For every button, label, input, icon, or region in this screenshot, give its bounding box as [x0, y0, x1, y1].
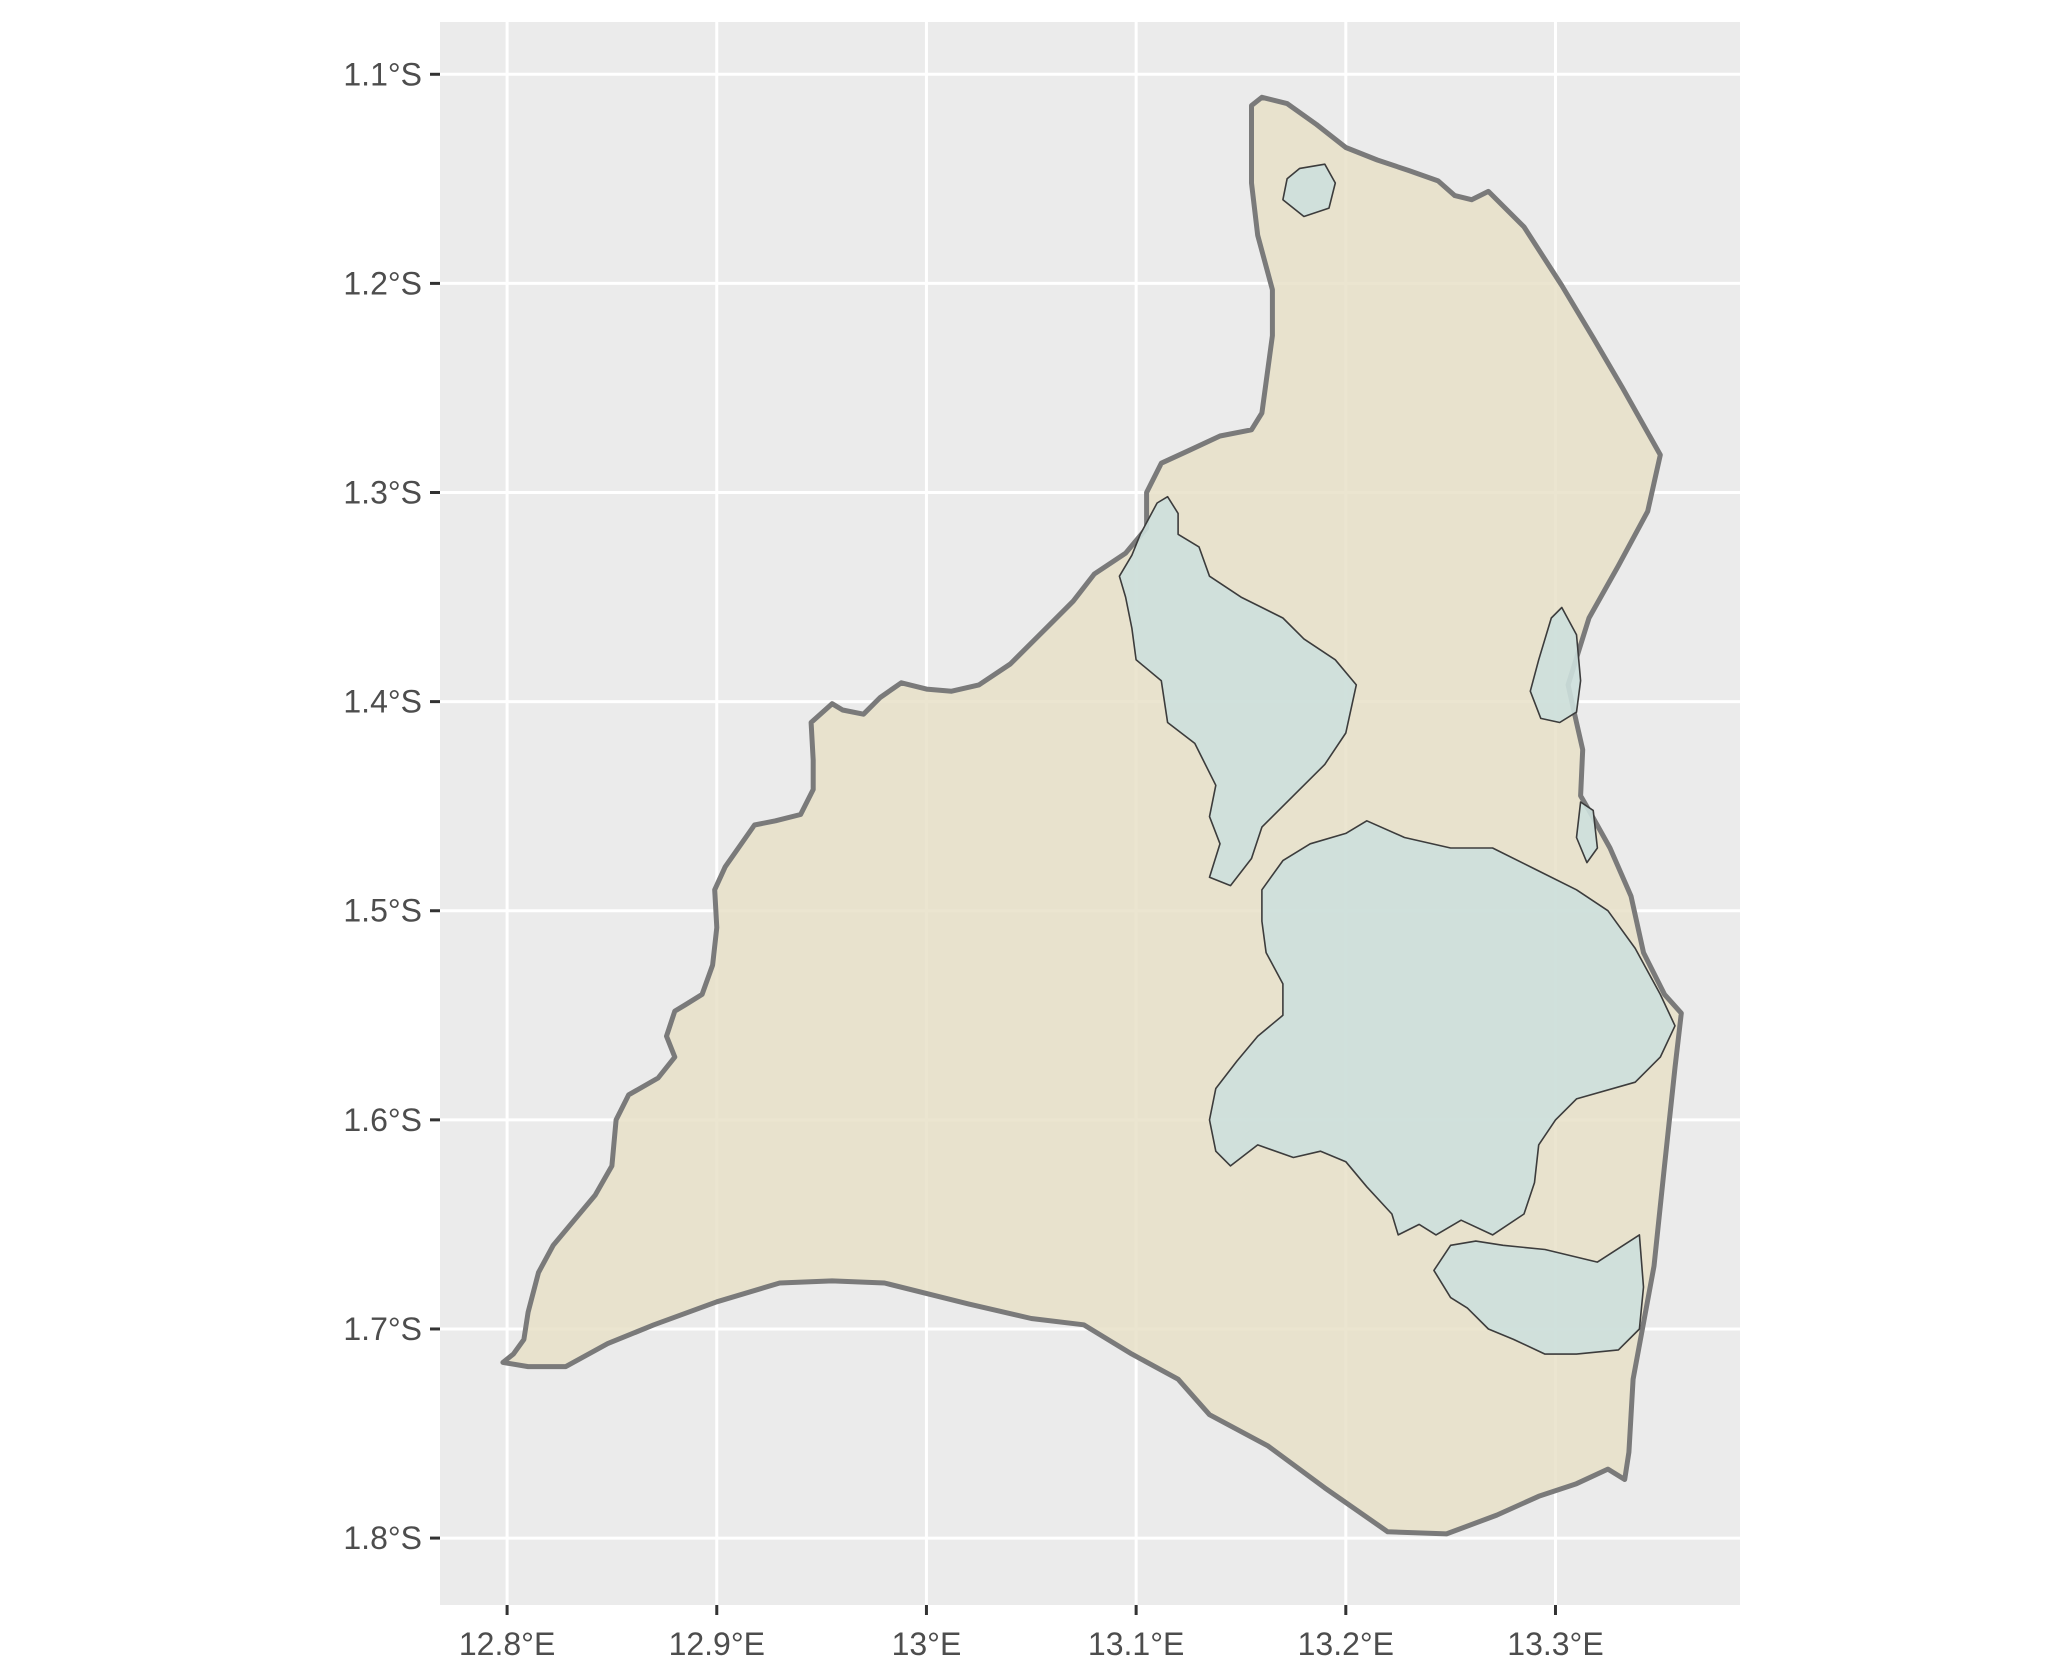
x-tick-label: 13°E — [892, 1626, 962, 1662]
water-northwest — [1118, 495, 1358, 887]
y-tick-label: 1.8°S — [343, 1520, 422, 1556]
y-tick-label: 1.6°S — [343, 1102, 422, 1138]
y-tick-label: 1.2°S — [343, 265, 422, 301]
x-tick-label: 12.8°E — [459, 1626, 555, 1662]
axes: 12.8°E 12.9°E 13°E 13.1°E 13.2°E 13.3°E 1.1°S 1… — [343, 56, 1603, 1662]
map-layers — [500, 94, 1684, 1537]
y-tick-label: 1.7°S — [343, 1311, 422, 1347]
water-east-strip — [1529, 606, 1582, 724]
water-southeast — [1433, 1234, 1645, 1355]
water-main — [1208, 820, 1676, 1236]
x-tick-label: 13.3°E — [1507, 1626, 1603, 1662]
y-tick-label: 1.3°S — [343, 475, 422, 511]
y-tick-label: 1.1°S — [343, 56, 422, 92]
x-tick-label: 13.1°E — [1088, 1626, 1184, 1662]
y-tick-label: 1.5°S — [343, 893, 422, 929]
x-tick-label: 12.9°E — [669, 1626, 765, 1662]
water-north — [1282, 163, 1337, 218]
y-tick-label: 1.4°S — [343, 684, 422, 720]
x-tick-label: 13.2°E — [1298, 1626, 1394, 1662]
water-east-small — [1575, 801, 1599, 864]
